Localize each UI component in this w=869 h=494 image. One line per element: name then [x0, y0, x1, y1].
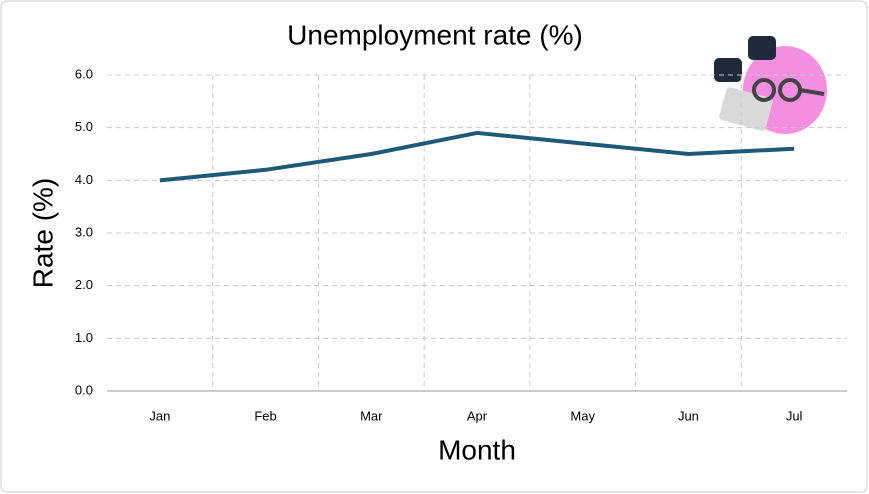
line-series: [159, 130, 795, 183]
y-tick-label: 0.0: [75, 382, 93, 397]
x-tick-label: Jan: [149, 408, 170, 423]
x-tick-label: Jun: [678, 408, 699, 423]
y-tick-label: 2.0: [75, 277, 93, 292]
y-tick-label: 5.0: [75, 119, 93, 134]
y-tick-label: 1.0: [75, 330, 93, 345]
x-axis-label: Month: [438, 434, 516, 465]
y-tick-label: 4.0: [75, 172, 93, 187]
x-tick-label: May: [570, 408, 595, 423]
x-tick-label: Jul: [786, 408, 803, 423]
mascot: [714, 36, 827, 134]
y-tick-label: 6.0: [75, 66, 93, 81]
chart-title: Unemployment rate (%): [287, 19, 583, 50]
x-tick-label: Mar: [360, 408, 383, 423]
y-axis-label: Rate (%): [27, 178, 58, 288]
y-tick-label: 3.0: [75, 224, 93, 239]
x-tick-label: Apr: [467, 408, 488, 423]
x-tick-label: Feb: [254, 408, 276, 423]
